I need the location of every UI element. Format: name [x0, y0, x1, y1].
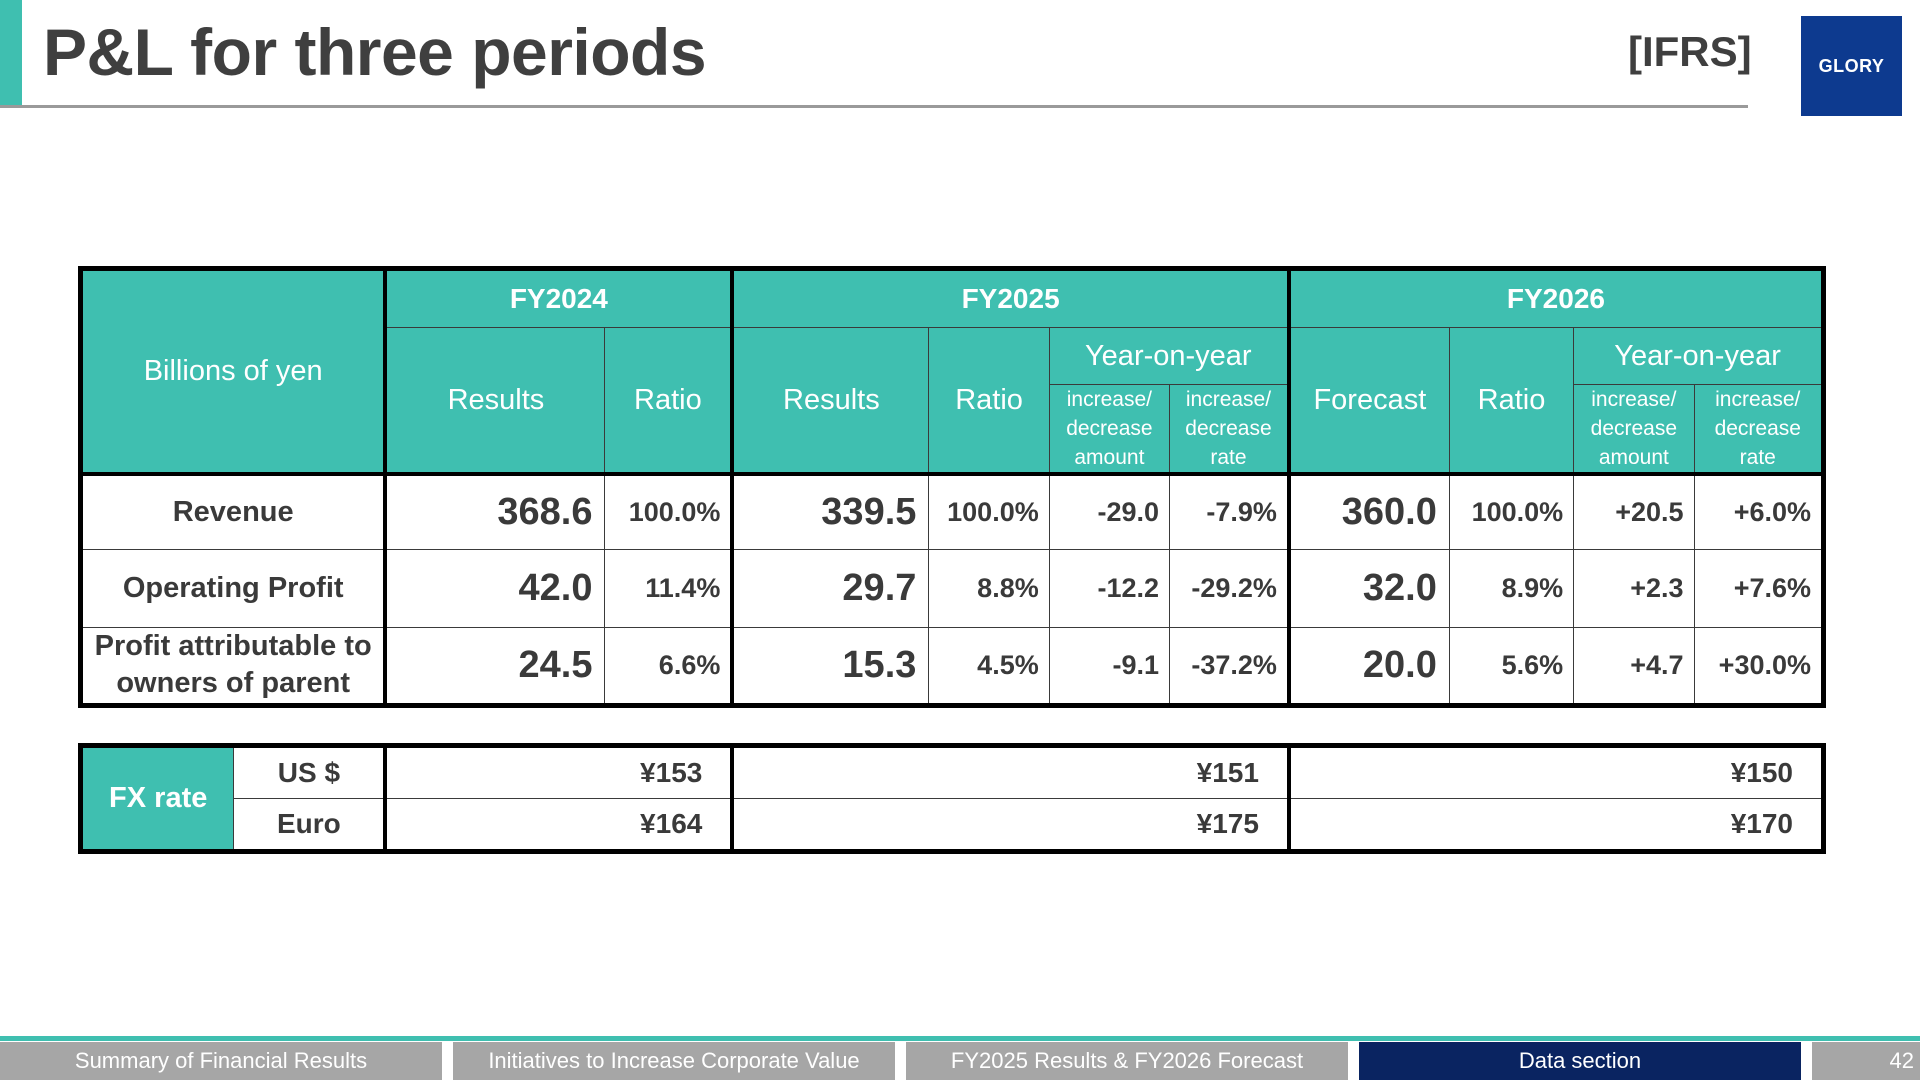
cell-fy26-ratio: 8.9%	[1448, 548, 1575, 628]
fx-rate-label: FX rate	[79, 745, 235, 852]
cell-fy26-ratio: 5.6%	[1448, 626, 1575, 706]
nav-initiatives-corporate-value[interactable]: Initiatives to Increase Corporate Value	[453, 1042, 895, 1080]
nav-fy2025-results-forecast[interactable]: FY2025 Results & FY2026 Forecast	[906, 1042, 1348, 1080]
table-row: Profit attributable to owners of parent 2…	[80, 626, 1825, 706]
cell-fy25-ratio: 100.0%	[928, 472, 1050, 550]
fy2025-inc-amount-header: increase/decrease amount	[1048, 384, 1171, 475]
cell-fy24-results: 42.0	[383, 548, 606, 628]
fy2024-results-header: Results	[383, 327, 606, 475]
cell-fy26-inc-amount: +2.3	[1573, 548, 1695, 628]
currency-usd: US $	[233, 745, 386, 799]
title-divider	[0, 105, 1748, 108]
page-number: 42	[1812, 1042, 1920, 1080]
row-label-revenue: Revenue	[80, 472, 386, 550]
fy2024-ratio-header: Ratio	[604, 327, 733, 475]
table-row: Euro ¥164 ¥175 ¥170	[81, 798, 1824, 852]
cell-fy26-inc-amount: +20.5	[1573, 472, 1695, 550]
cell-fy24-results: 24.5	[383, 626, 606, 706]
cell-fy25-results: 15.3	[730, 626, 930, 706]
nav-summary-of-financial-results[interactable]: Summary of Financial Results	[0, 1042, 442, 1080]
cell-fy26-inc-amount: +4.7	[1573, 626, 1695, 706]
cell-fy26-inc-rate: +30.0%	[1693, 626, 1825, 706]
period-header-fy2026: FY2026	[1286, 268, 1824, 328]
cell-fy25-inc-rate: -37.2%	[1169, 626, 1290, 706]
cell-fy25-inc-amount: -12.2	[1048, 548, 1171, 628]
cell-fy25-inc-amount: -29.0	[1048, 472, 1171, 550]
cell-fy26-forecast: 20.0	[1286, 626, 1450, 706]
title-accent-bar	[0, 0, 22, 107]
pl-table: Billions of yen FY2024 FY2025 FY2026 Res…	[78, 266, 1826, 708]
table-row: Operating Profit 42.0 11.4% 29.7 8.8% -1…	[80, 548, 1825, 628]
fy2025-results-header: Results	[730, 327, 930, 475]
fx-usd-fy26: ¥150	[1286, 745, 1824, 799]
fy2026-ratio-header: Ratio	[1448, 327, 1575, 475]
nav-data-section[interactable]: Data section	[1359, 1042, 1801, 1080]
fy2025-inc-rate-header: increase/decrease rate	[1169, 384, 1290, 475]
fy2026-forecast-header: Forecast	[1286, 327, 1450, 475]
fx-usd-fy25: ¥151	[730, 745, 1290, 799]
cell-fy26-forecast: 360.0	[1286, 472, 1450, 550]
fy2025-yoy-header: Year-on-year	[1048, 327, 1290, 385]
period-header-fy2024: FY2024	[383, 268, 733, 328]
fy2025-ratio-header: Ratio	[928, 327, 1050, 475]
fx-eur-fy26: ¥170	[1286, 798, 1824, 852]
cell-fy26-inc-rate: +7.6%	[1693, 548, 1825, 628]
cell-fy25-inc-amount: -9.1	[1048, 626, 1171, 706]
unit-header: Billions of yen	[80, 268, 386, 475]
cell-fy26-inc-rate: +6.0%	[1693, 472, 1825, 550]
cell-fy25-results: 29.7	[730, 548, 930, 628]
fy2026-yoy-header: Year-on-year	[1573, 327, 1824, 385]
table-row: Revenue 368.6 100.0% 339.5 100.0% -29.0 …	[80, 472, 1825, 550]
row-label-profit-attributable: Profit attributable to owners of parent	[80, 626, 386, 706]
currency-eur: Euro	[233, 798, 386, 852]
cell-fy25-inc-rate: -7.9%	[1169, 472, 1290, 550]
cell-fy26-forecast: 32.0	[1286, 548, 1450, 628]
cell-fy24-ratio: 6.6%	[604, 626, 733, 706]
table-row: FX rate US $ ¥153 ¥151 ¥150	[79, 745, 1824, 852]
page-title: P&L for three periods	[43, 15, 707, 89]
fy2026-inc-amount-header: increase/decrease amount	[1573, 384, 1695, 475]
fx-rate-table: FX rate US $ ¥153 ¥151 ¥150 Euro ¥164 ¥1…	[78, 743, 1826, 854]
cell-fy26-ratio: 100.0%	[1448, 472, 1575, 550]
cell-fy25-results: 339.5	[730, 472, 930, 550]
company-logo: GLORY	[1801, 16, 1902, 116]
footer-divider	[0, 1036, 1920, 1041]
cell-fy24-ratio: 11.4%	[604, 548, 733, 628]
cell-fy24-results: 368.6	[383, 472, 606, 550]
cell-fy25-inc-rate: -29.2%	[1169, 548, 1290, 628]
fx-eur-fy24: ¥164	[383, 798, 733, 852]
fx-eur-fy25: ¥175	[730, 798, 1290, 852]
row-label-operating-profit: Operating Profit	[80, 548, 386, 628]
period-header-fy2025: FY2025	[730, 268, 1290, 328]
cell-fy25-ratio: 8.8%	[928, 548, 1050, 628]
fy2026-inc-rate-header: increase/decrease rate	[1693, 384, 1825, 475]
accounting-standard-label: [IFRS]	[1628, 28, 1752, 75]
fx-usd-fy24: ¥153	[383, 745, 733, 799]
cell-fy25-ratio: 4.5%	[928, 626, 1050, 706]
cell-fy24-ratio: 100.0%	[604, 472, 733, 550]
